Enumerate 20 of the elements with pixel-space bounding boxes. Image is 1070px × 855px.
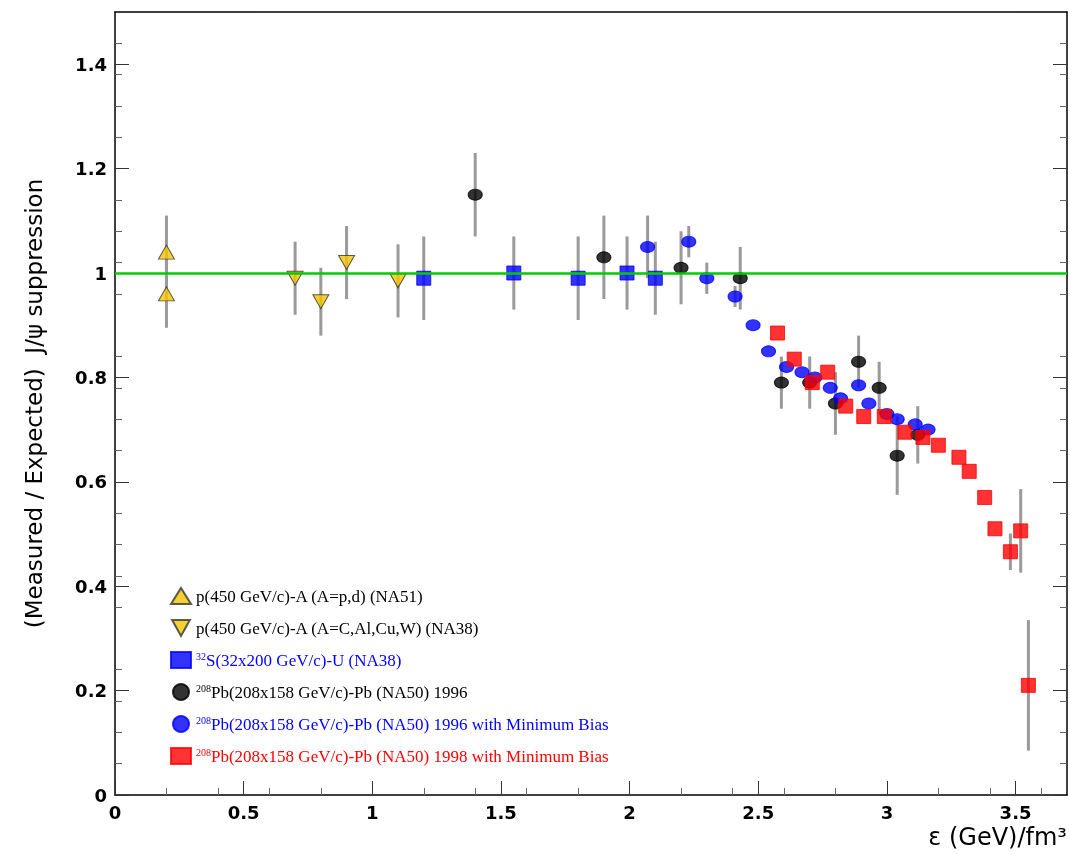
x-tick-label: 0.5 (227, 801, 260, 823)
legend-label: p(450 GeV/c)-A (A=C,Al,Cu,W) (NA38) (196, 618, 479, 638)
y-tick-label: 0 (94, 784, 107, 806)
x-tick-label: 1.5 (485, 801, 517, 823)
y-axis-title: (Measured / Expected) J/ψ suppression (20, 178, 47, 629)
y-tick-label: 0.2 (75, 680, 107, 702)
y-tick-label: 0.8 (75, 366, 107, 388)
x-tick-label: 3.5 (999, 801, 1032, 823)
x-tick-label: 1 (366, 801, 379, 823)
y-tick-label: 1 (94, 262, 107, 284)
y-tick-label: 1.4 (75, 53, 107, 75)
x-tick-label: 2 (623, 801, 636, 823)
x-tick-label: 0 (108, 801, 122, 823)
x-axis-title: ε (GeV)/fm³ (928, 823, 1067, 851)
y-tick-label: 0.4 (75, 575, 107, 597)
y-tick-label: 1.2 (75, 158, 107, 180)
x-tick-label: 2.5 (742, 801, 775, 823)
legend-label: p(450 GeV/c)-A (A=p,d) (NA51) (196, 586, 423, 606)
x-tick-label: 3 (880, 801, 894, 823)
y-tick-label: 0.6 (75, 471, 107, 493)
